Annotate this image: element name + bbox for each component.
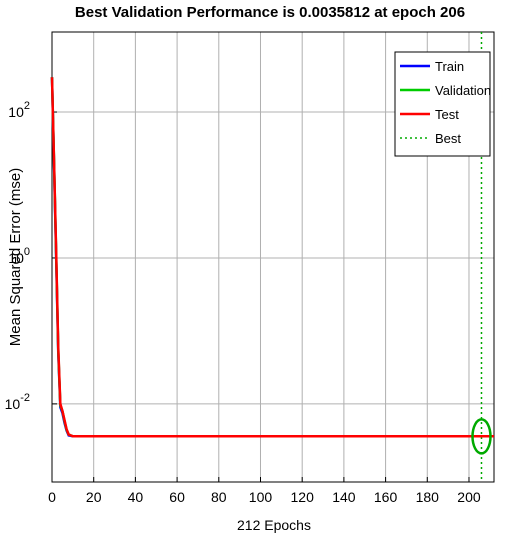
x-tick-label: 0 — [48, 489, 56, 505]
series-line — [50, 77, 494, 438]
y-tick-base: 10 — [8, 250, 24, 266]
x-tick-label: 80 — [211, 489, 227, 505]
x-tick-label: 20 — [86, 489, 102, 505]
y-tick-label: 102 — [8, 100, 30, 120]
y-tick-label: 100 — [8, 246, 30, 266]
y-tick-exponent: 2 — [24, 100, 30, 112]
y-tick-base: 10 — [5, 396, 21, 412]
legend-label: Best — [435, 131, 461, 146]
x-tick-label: 160 — [374, 489, 398, 505]
x-tick-label: 180 — [416, 489, 440, 505]
plot-frame — [51, 31, 495, 483]
best-marker — [471, 418, 492, 455]
y-axis-label: Mean Squared Error (mse) — [7, 168, 24, 346]
x-axis-label: 212 Epochs — [237, 517, 311, 533]
x-tick-label: 40 — [128, 489, 144, 505]
legend-label: Test — [435, 107, 459, 122]
x-tick-label: 140 — [332, 489, 356, 505]
y-tick-exponent: 0 — [24, 246, 30, 258]
y-tick-base: 10 — [8, 104, 24, 120]
x-tick-label: 200 — [457, 489, 481, 505]
chart-title: Best Validation Performance is 0.0035812… — [75, 4, 465, 21]
x-tick-label: 100 — [249, 489, 273, 505]
x-tick-label: 120 — [291, 489, 315, 505]
x-tick-label: 60 — [169, 489, 185, 505]
legend-label: Train — [435, 59, 464, 74]
y-tick-label: 10-2 — [5, 392, 30, 412]
legend-label: Validation — [435, 83, 491, 98]
y-tick-exponent: -2 — [20, 392, 30, 404]
